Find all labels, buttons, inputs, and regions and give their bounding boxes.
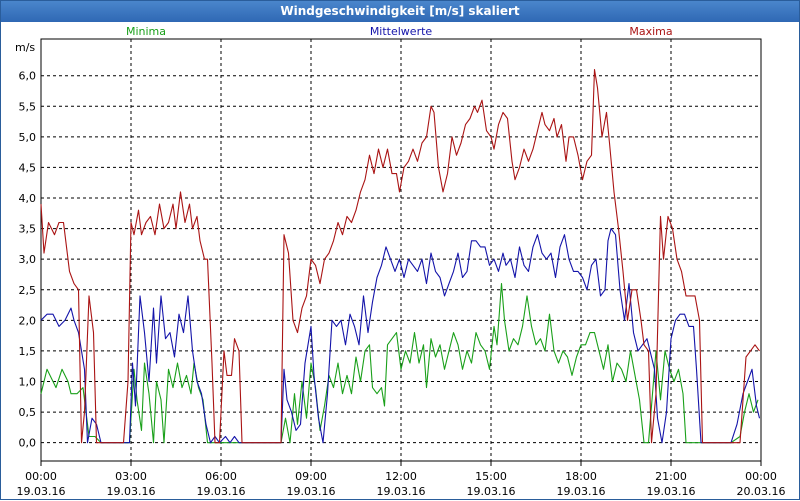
x-tick-date: 19.03.16: [107, 485, 156, 498]
x-tick-time: 18:00: [565, 470, 597, 483]
y-tick-label: 1,0: [19, 375, 37, 388]
x-tick-date: 19.03.16: [647, 485, 696, 498]
y-tick-label: 0,0: [19, 437, 37, 450]
x-tick-date: 20.03.16: [737, 485, 786, 498]
x-tick-time: 00:00: [745, 470, 777, 483]
x-axis-ticks: 00:00 19.03.16 03:00 19.03.16 06:00 19.03.16 0…: [17, 461, 786, 498]
x-tick-date: 19.03.16: [557, 485, 606, 498]
x-tick-time: 03:00: [115, 470, 147, 483]
y-tick-label: 2,5: [19, 284, 37, 297]
legend-maxima: Maxima: [629, 25, 672, 38]
x-tick-date: 19.03.16: [467, 485, 516, 498]
series-lines: [40, 69, 761, 444]
y-tick-label: 3,0: [19, 253, 37, 266]
x-tick-date: 19.03.16: [17, 485, 66, 498]
y-tick-label: 4,5: [19, 161, 37, 174]
y-tick-label: 1,5: [19, 345, 37, 358]
series-line-mittelwerte: [40, 228, 761, 444]
x-tick-time: 21:00: [655, 470, 687, 483]
y-tick-label: 0,5: [19, 406, 37, 419]
y-tick-label: 4,0: [19, 192, 37, 205]
window-title: Windgeschwindigkeit [m/s] skaliert: [1, 1, 799, 22]
y-tick-label: 2,0: [19, 314, 37, 327]
x-tick-time: 00:00: [25, 470, 57, 483]
y-tick-label: 5,5: [19, 100, 37, 113]
y-tick-label: 3,5: [19, 223, 37, 236]
y-tick-label: 5,0: [19, 131, 37, 144]
x-tick-time: 06:00: [205, 470, 237, 483]
legend: Minima Mittelwerte Maxima: [126, 25, 673, 38]
series-line-minima: [40, 283, 759, 444]
x-tick-time: 12:00: [385, 470, 417, 483]
y-axis-ticks: 0,0 0,5 1,0 1,5 2,0 2,5 3,0 3,5 4,0 4,5 5,0 5,5 6,0: [19, 70, 37, 450]
x-tick-time: 09:00: [295, 470, 327, 483]
x-tick-date: 19.03.16: [197, 485, 246, 498]
x-tick-date: 19.03.16: [377, 485, 426, 498]
x-tick-time: 15:00: [475, 470, 507, 483]
legend-minima: Minima: [126, 25, 166, 38]
series-line-maxima: [40, 69, 760, 444]
x-tick-date: 19.03.16: [287, 485, 336, 498]
legend-mittelwerte: Mittelwerte: [370, 25, 433, 38]
y-axis-label: m/s: [15, 41, 35, 54]
y-tick-label: 6,0: [19, 70, 37, 83]
